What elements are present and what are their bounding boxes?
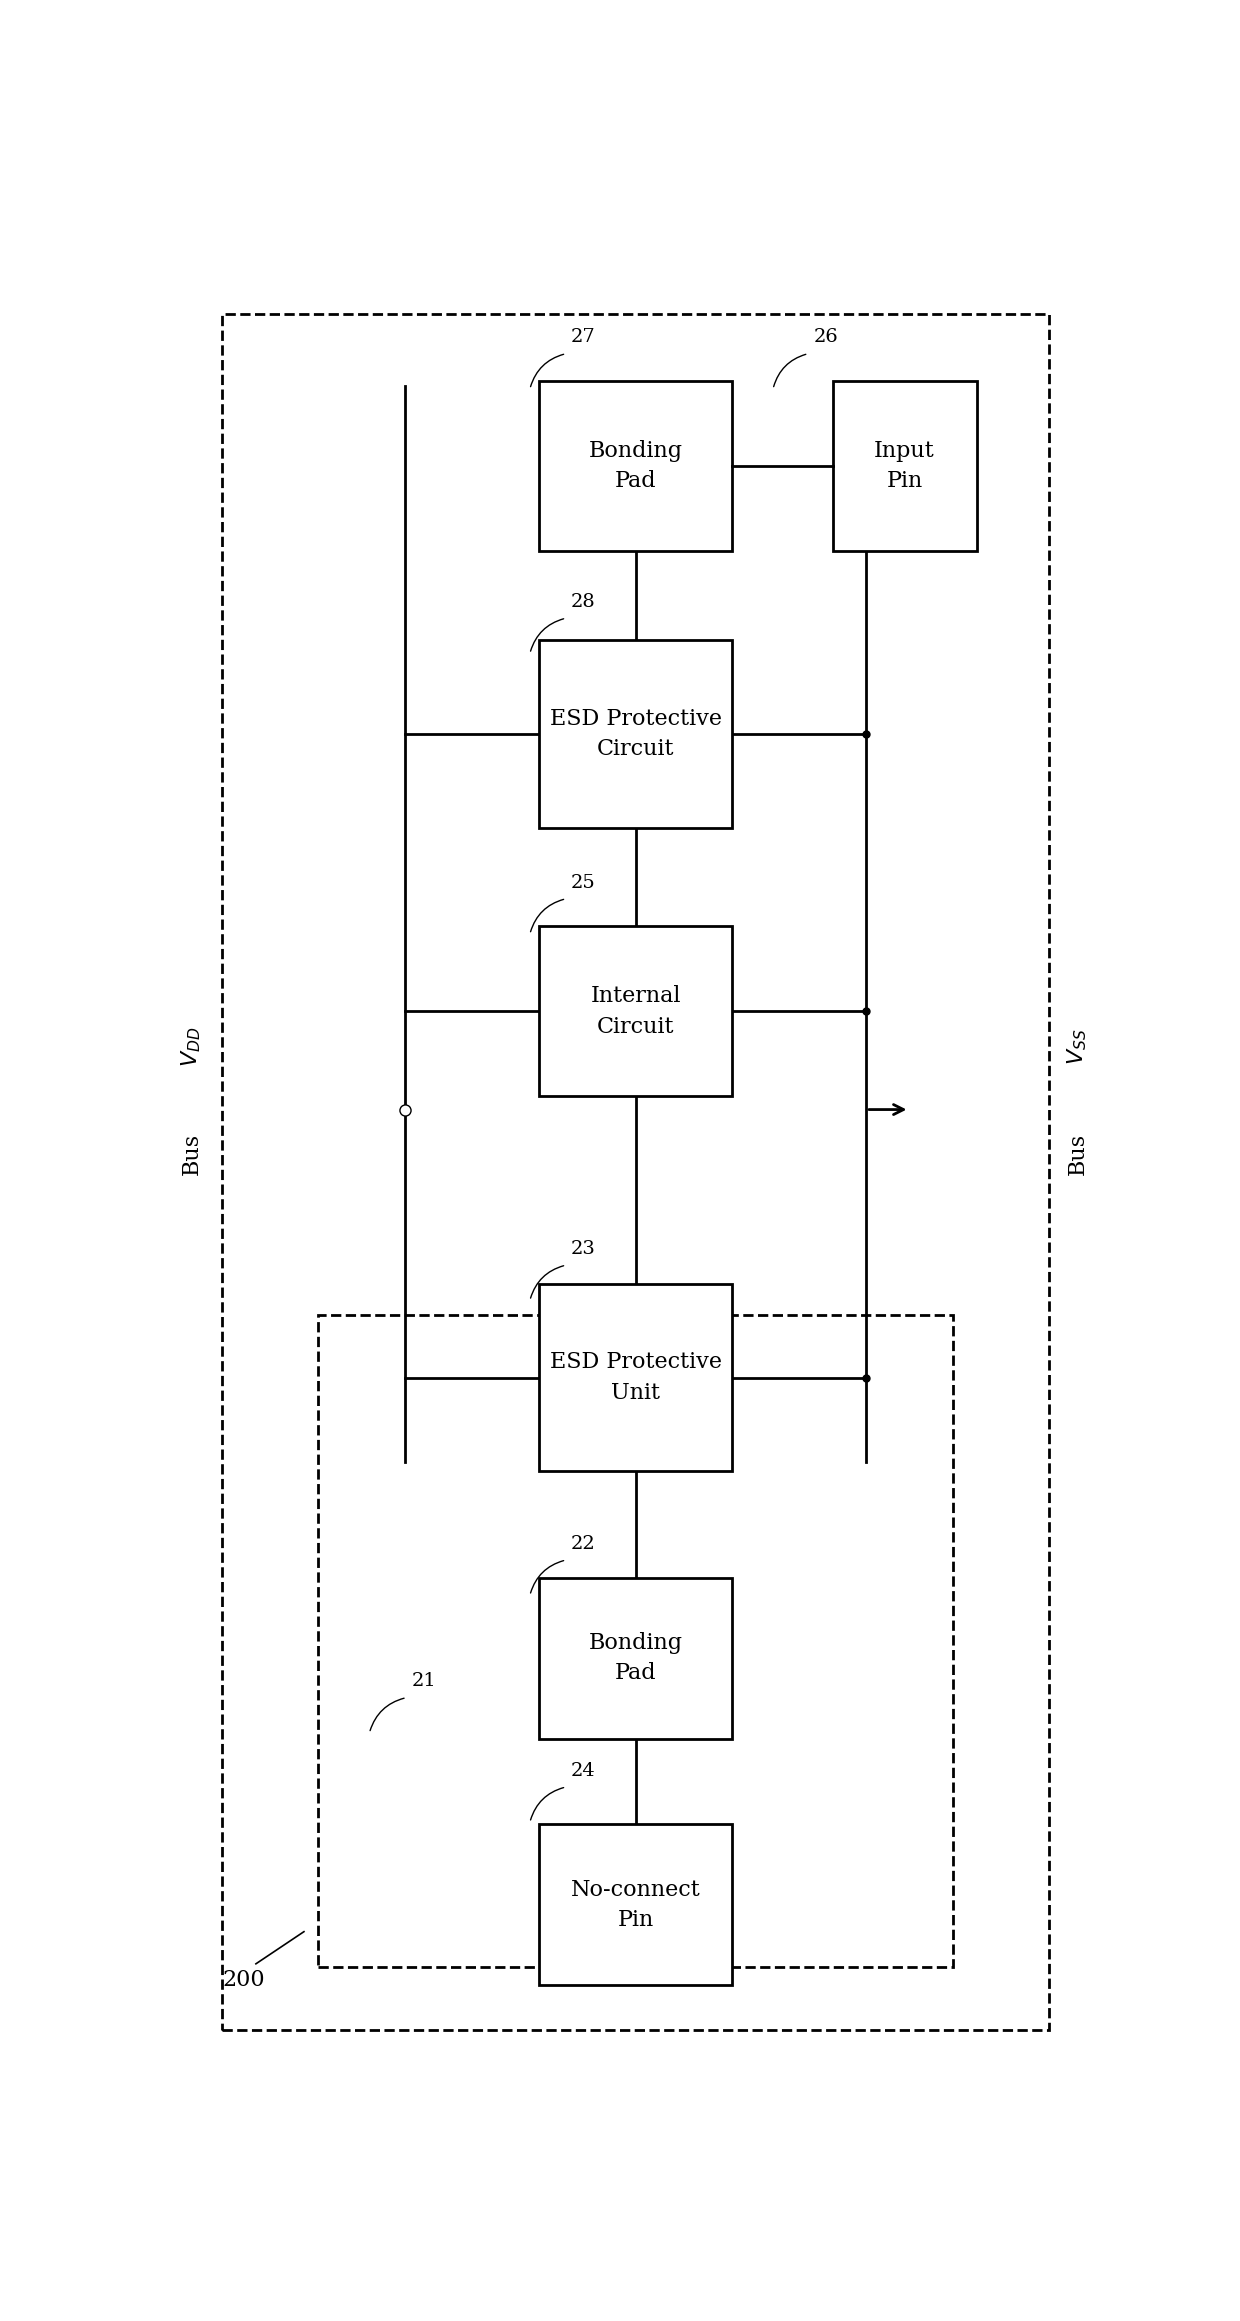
- Text: 26: 26: [813, 330, 838, 346]
- Bar: [539, 926, 732, 1096]
- Text: Bonding
Pad: Bonding Pad: [589, 441, 682, 492]
- Bar: [539, 381, 732, 550]
- Text: Bus: Bus: [1066, 1133, 1089, 1174]
- Text: ESD Protective
Circuit: ESD Protective Circuit: [549, 708, 722, 761]
- Text: No-connect
Pin: No-connect Pin: [570, 1878, 701, 1931]
- Bar: [539, 1824, 732, 1984]
- Text: 200: 200: [222, 1968, 264, 1991]
- Text: 25: 25: [572, 873, 596, 891]
- Text: Bonding
Pad: Bonding Pad: [589, 1632, 682, 1685]
- Bar: [539, 1578, 732, 1738]
- Bar: [832, 381, 977, 550]
- Text: $V_{DD}$: $V_{DD}$: [180, 1026, 203, 1068]
- Text: Internal
Circuit: Internal Circuit: [590, 984, 681, 1037]
- Text: ESD Protective
Unit: ESD Protective Unit: [549, 1351, 722, 1404]
- Text: $V_{SS}$: $V_{SS}$: [1065, 1028, 1090, 1065]
- Text: 22: 22: [572, 1534, 596, 1553]
- Text: 24: 24: [572, 1762, 596, 1780]
- Text: 28: 28: [572, 592, 596, 610]
- Text: 21: 21: [412, 1673, 436, 1690]
- Bar: [539, 641, 732, 829]
- Text: 27: 27: [572, 330, 596, 346]
- Text: Input
Pin: Input Pin: [874, 441, 935, 492]
- Bar: [222, 313, 1049, 2031]
- Text: 23: 23: [572, 1239, 596, 1258]
- Bar: [319, 1316, 952, 1968]
- Bar: [539, 1284, 732, 1472]
- Text: Bus: Bus: [181, 1133, 202, 1174]
